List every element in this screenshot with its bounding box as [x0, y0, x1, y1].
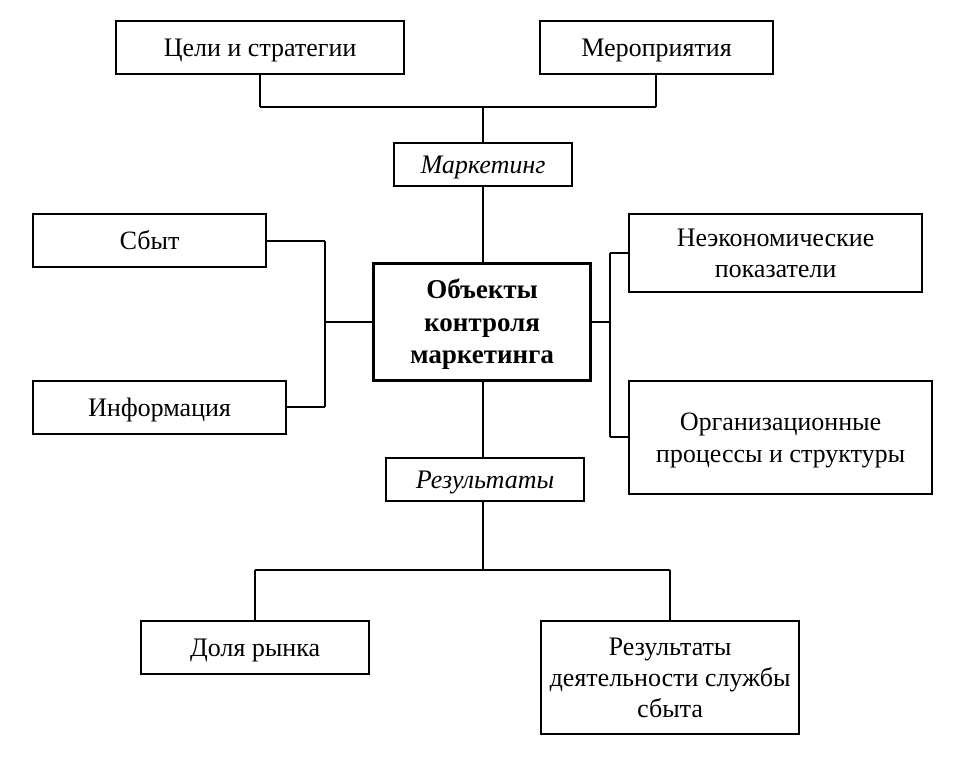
node-sales: Сбыт — [32, 213, 267, 268]
node-info: Информация — [32, 380, 287, 435]
node-salesres: Результаты деятельности службы сбыта — [540, 620, 800, 735]
node-label: Объекты контроля маркетинга — [381, 273, 583, 370]
node-results: Результаты — [385, 457, 585, 502]
node-label: Информация — [88, 392, 231, 423]
node-label: Маркетинг — [421, 149, 546, 180]
node-label: Результаты — [416, 464, 554, 495]
node-label: Цели и стратегии — [164, 32, 357, 63]
node-label: Результаты деятельности службы сбыта — [548, 631, 792, 725]
node-marketing: Маркетинг — [393, 142, 573, 187]
node-label: Организационные процессы и структуры — [636, 406, 925, 468]
node-goals: Цели и стратегии — [115, 20, 405, 75]
node-label: Неэкономические показатели — [636, 222, 915, 284]
flowchart-canvas: Цели и стратегии Мероприятия Маркетинг Сбыт… — [0, 0, 954, 766]
node-share: Доля рынка — [140, 620, 370, 675]
node-label: Мероприятия — [581, 32, 731, 63]
node-label: Доля рынка — [190, 632, 320, 663]
node-orgproc: Организационные процессы и структуры — [628, 380, 933, 495]
node-events: Мероприятия — [539, 20, 774, 75]
node-noneco: Неэкономические показатели — [628, 213, 923, 293]
node-center: Объекты контроля маркетинга — [372, 262, 592, 382]
node-label: Сбыт — [120, 225, 180, 256]
